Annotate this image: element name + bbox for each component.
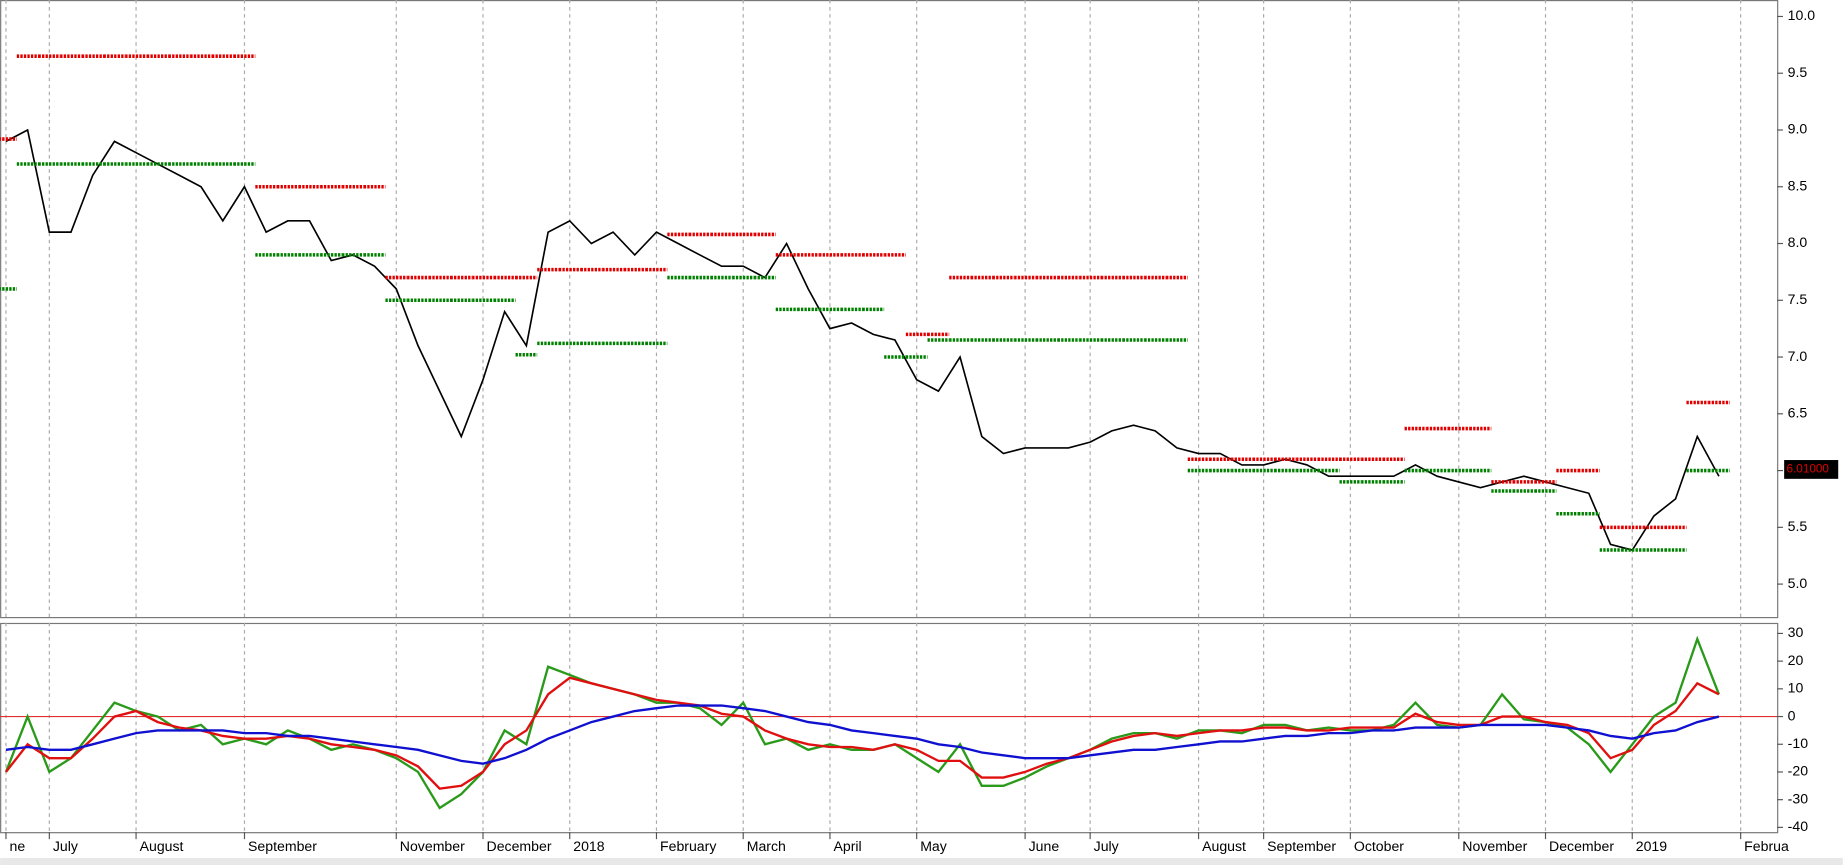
x-tick-label: April (833, 838, 861, 854)
y-tick-label: -30 (1788, 790, 1809, 806)
series-line (5, 704, 1720, 765)
scrollbar (0, 857, 1843, 865)
x-tick-label: September (248, 838, 317, 854)
x-tick-label: November (1462, 838, 1527, 854)
x-tick-label: ne (9, 838, 25, 854)
y-tick-label: 9.5 (1788, 64, 1808, 80)
x-tick-label: July (1094, 838, 1120, 854)
x-tick-label: September (1267, 838, 1336, 854)
y-tick-label: 8.5 (1788, 177, 1808, 193)
x-tick-label: July (53, 838, 79, 854)
y-tick-label: -10 (1788, 735, 1809, 751)
x-tick-label: June (1029, 838, 1060, 854)
x-tick-label: February (660, 838, 717, 854)
last-price-box (1784, 460, 1839, 479)
y-tick-label: 0 (1788, 707, 1796, 723)
x-tick-label: 2019 (1636, 838, 1668, 854)
x-tick-label: 2018 (573, 838, 605, 854)
x-tick-label: December (487, 838, 552, 854)
y-tick-label: 7.5 (1788, 291, 1808, 307)
x-tick-label: August (1202, 838, 1246, 854)
x-tick-label: May (920, 838, 948, 854)
x-tick-label: October (1354, 838, 1404, 854)
x-tick-label: March (747, 838, 786, 854)
y-tick-label: 9.0 (1788, 121, 1808, 137)
y-tick-label: 5.5 (1788, 518, 1808, 534)
last-price-label: 6.01000 (1787, 463, 1830, 476)
series-line (5, 128, 1720, 551)
x-tick-label: November (400, 838, 465, 854)
x-tick-label: December (1549, 838, 1614, 854)
x-tick-label: Februa (1744, 838, 1789, 854)
y-tick-label: 7.0 (1788, 348, 1808, 364)
y-tick-label: -20 (1788, 763, 1809, 779)
y-tick-label: 10 (1788, 680, 1804, 696)
y-tick-label: 8.0 (1788, 234, 1808, 250)
y-tick-label: -40 (1788, 818, 1809, 834)
oscillator-panel (0, 622, 1779, 834)
price-panel (0, 0, 1779, 619)
x-tick-label: August (140, 838, 184, 854)
y-tick-label: 6.5 (1788, 405, 1808, 421)
y-tick-label: 30 (1788, 624, 1804, 640)
y-tick-label: 5.0 (1788, 575, 1808, 591)
y-tick-label: 20 (1788, 652, 1804, 668)
y-tick-label: 10.0 (1788, 7, 1816, 23)
